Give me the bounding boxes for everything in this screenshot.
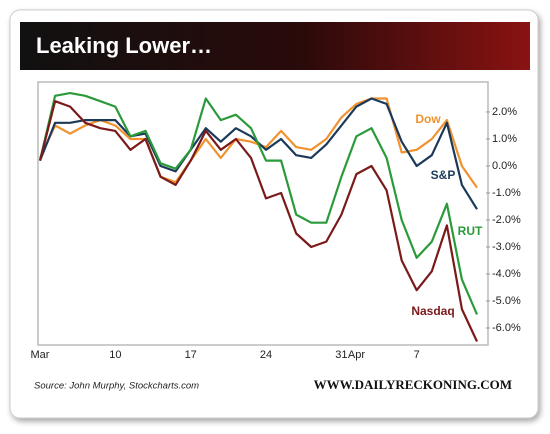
- series-label: Dow: [415, 112, 441, 126]
- y-tick-label: -1.0%: [492, 187, 521, 199]
- series-line: [38, 92, 479, 315]
- series-label: S&P: [431, 168, 456, 182]
- x-tick-label: 24: [260, 349, 272, 361]
- y-tick-label: -3.0%: [492, 241, 521, 253]
- y-tick-label: -6.0%: [492, 322, 521, 334]
- y-tick-label: 2.0%: [492, 106, 517, 118]
- header-band: [20, 22, 530, 70]
- credit: WWW.DAILYRECKONING.COM: [314, 377, 512, 392]
- source-note: Source: John Murphy, Stockcharts.com: [34, 381, 199, 392]
- x-tick-label: 10: [109, 349, 121, 361]
- series-label: RUT: [458, 224, 483, 238]
- y-tick-label: -2.0%: [492, 214, 521, 226]
- y-tick-label: -5.0%: [492, 295, 521, 307]
- chart-title: Leaking Lower…: [36, 33, 212, 58]
- x-tick-label: Mar: [31, 349, 50, 361]
- x-tick-label: 31: [335, 349, 347, 361]
- y-tick-label: 0.0%: [492, 160, 517, 172]
- series-line: [38, 100, 478, 342]
- x-tick-label: Apr: [348, 349, 365, 361]
- x-tick-label: 7: [414, 349, 420, 361]
- y-tick-label: -4.0%: [492, 268, 521, 280]
- x-tick-label: 17: [185, 349, 197, 361]
- y-tick-label: 1.0%: [492, 133, 517, 145]
- series-label: Nasdaq: [411, 304, 454, 318]
